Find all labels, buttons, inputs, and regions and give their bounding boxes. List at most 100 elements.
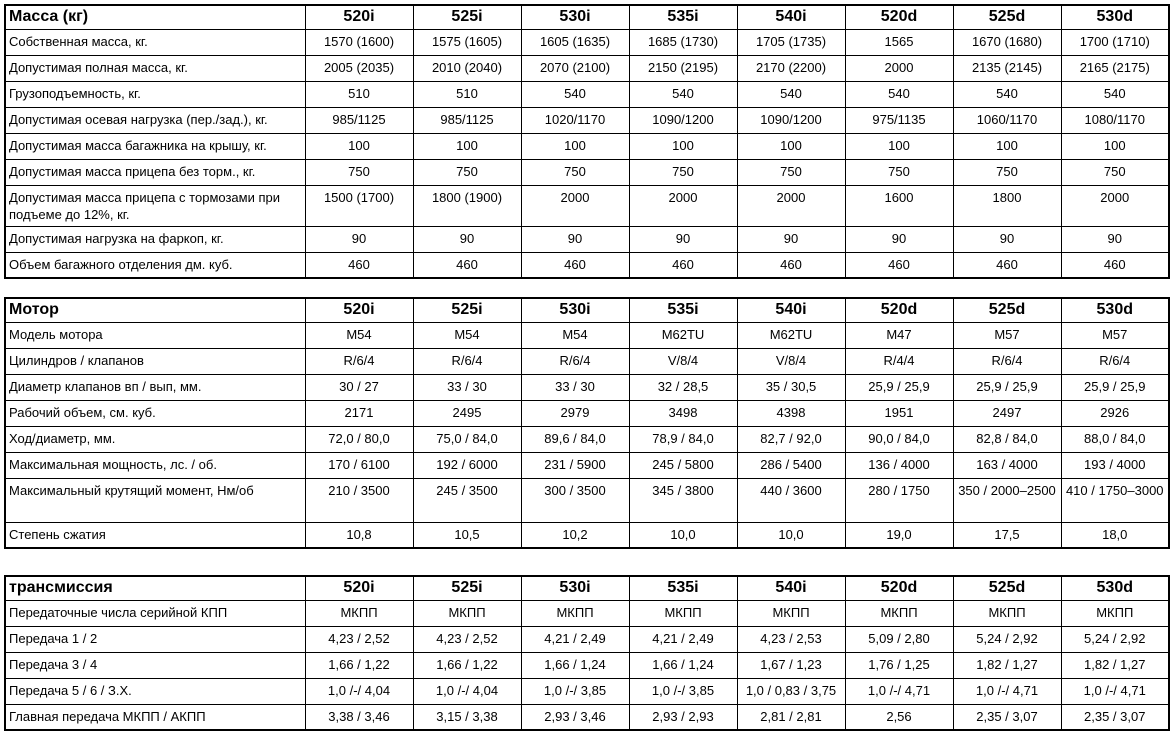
value-cell: 460 xyxy=(736,251,846,279)
value-cell: 90 xyxy=(412,225,522,253)
value-cell: 90 xyxy=(520,225,630,253)
value-cell: 280 / 1750 xyxy=(844,477,954,523)
value-cell: 2000 xyxy=(1060,184,1170,227)
value-cell: 4,23 / 2,52 xyxy=(412,625,522,653)
mass-table: Масса (кг) 520i 525i 530i 535i 540i 520d 525d 53… xyxy=(4,4,1170,279)
value-cell: 100 xyxy=(736,132,846,160)
row-label: Ход/диаметр, мм. xyxy=(4,425,306,453)
value-cell: 1,0 /-/ 3,85 xyxy=(520,677,630,705)
model-header: 525d xyxy=(952,4,1062,30)
value-cell: 10,0 xyxy=(628,521,738,549)
value-cell: 540 xyxy=(736,80,846,108)
value-cell: 2000 xyxy=(844,54,954,82)
value-cell: 2005 (2035) xyxy=(304,54,414,82)
model-header: 525i xyxy=(412,297,522,323)
value-cell: 90,0 / 84,0 xyxy=(844,425,954,453)
table-row: Передаточные числа серийной КПП МКПП МКПП М… xyxy=(4,599,1170,627)
value-cell: МКПП xyxy=(520,599,630,627)
transmission-table: трансмиссия 520i 525i 530i 535i 540i 520d 525d 5… xyxy=(4,575,1170,731)
value-cell: 1600 xyxy=(844,184,954,227)
value-cell: 1,0 / 0,83 / 3,75 xyxy=(736,677,846,705)
model-header: 520i xyxy=(304,575,414,601)
value-cell: 2,56 xyxy=(844,703,954,731)
value-cell: 540 xyxy=(1060,80,1170,108)
row-label: Передаточные числа серийной КПП xyxy=(4,599,306,627)
value-cell: 1,82 / 1,27 xyxy=(952,651,1062,679)
value-cell: 1,66 / 1,24 xyxy=(628,651,738,679)
value-cell: МКПП xyxy=(952,599,1062,627)
table-row: Допустимая полная масса, кг. 2005 (2035) 2… xyxy=(4,54,1170,82)
value-cell: 300 / 3500 xyxy=(520,477,630,523)
table-row: Диаметр клапанов вп / вып, мм. 30 / 27 33 … xyxy=(4,373,1170,401)
table-row: Рабочий объем, см. куб. 2171 2495 2979 3498 4… xyxy=(4,399,1170,427)
value-cell: 540 xyxy=(628,80,738,108)
value-cell: R/6/4 xyxy=(304,347,414,375)
value-cell: МКПП xyxy=(736,599,846,627)
table-row: Передача 5 / 6 / З.Х. 1,0 /-/ 4,04 1,0 /-/… xyxy=(4,677,1170,705)
model-header: 530d xyxy=(1060,297,1170,323)
value-cell: МКПП xyxy=(1060,599,1170,627)
value-cell: 2135 (2145) xyxy=(952,54,1062,82)
value-cell: 100 xyxy=(520,132,630,160)
model-header: 530i xyxy=(520,575,630,601)
value-cell: 4,21 / 2,49 xyxy=(520,625,630,653)
value-cell: 4398 xyxy=(736,399,846,427)
table-row: Максимальная мощность, лс. / об. 170 / 61… xyxy=(4,451,1170,479)
value-cell: 750 xyxy=(952,158,1062,186)
value-cell: 136 / 4000 xyxy=(844,451,954,479)
value-cell: 1080/1170 xyxy=(1060,106,1170,134)
value-cell: 2,93 / 3,46 xyxy=(520,703,630,731)
value-cell: 460 xyxy=(1060,251,1170,279)
value-cell: 1705 (1735) xyxy=(736,28,846,56)
table-row: Степень сжатия 10,8 10,5 10,2 10,0 10,0 19,0 17… xyxy=(4,521,1170,549)
value-cell: 1020/1170 xyxy=(520,106,630,134)
value-cell: 345 / 3800 xyxy=(628,477,738,523)
value-cell: 5,24 / 2,92 xyxy=(952,625,1062,653)
section-title: Мотор xyxy=(4,297,306,323)
value-cell: 2150 (2195) xyxy=(628,54,738,82)
value-cell: МКПП xyxy=(844,599,954,627)
value-cell: 750 xyxy=(520,158,630,186)
value-cell: M54 xyxy=(304,321,414,349)
value-cell: 2,35 / 3,07 xyxy=(1060,703,1170,731)
value-cell: 2171 xyxy=(304,399,414,427)
value-cell: 1060/1170 xyxy=(952,106,1062,134)
row-label: Передача 3 / 4 xyxy=(4,651,306,679)
row-label: Модель мотора xyxy=(4,321,306,349)
value-cell: 4,23 / 2,53 xyxy=(736,625,846,653)
table-row: Передача 1 / 2 4,23 / 2,52 4,23 / 2,52 4,21… xyxy=(4,625,1170,653)
value-cell: 3,38 / 3,46 xyxy=(304,703,414,731)
value-cell: 510 xyxy=(412,80,522,108)
value-cell: 245 / 5800 xyxy=(628,451,738,479)
model-header: 540i xyxy=(736,575,846,601)
model-header: 530d xyxy=(1060,575,1170,601)
section-title: трансмиссия xyxy=(4,575,306,601)
value-cell: 1605 (1635) xyxy=(520,28,630,56)
value-cell: 245 / 3500 xyxy=(412,477,522,523)
value-cell: 1800 xyxy=(952,184,1062,227)
value-cell: 100 xyxy=(304,132,414,160)
value-cell: R/6/4 xyxy=(1060,347,1170,375)
value-cell: 2,81 / 2,81 xyxy=(736,703,846,731)
value-cell: 1,0 /-/ 4,71 xyxy=(1060,677,1170,705)
value-cell: 1,0 /-/ 3,85 xyxy=(628,677,738,705)
value-cell: 460 xyxy=(952,251,1062,279)
model-header: 525i xyxy=(412,4,522,30)
table-row: Допустимая нагрузка на фаркоп, кг. 90 90 90… xyxy=(4,225,1170,253)
value-cell: 25,9 / 25,9 xyxy=(952,373,1062,401)
model-header: 520d xyxy=(844,575,954,601)
row-label: Допустимая масса багажника на крышу, кг. xyxy=(4,132,306,160)
value-cell: 5,24 / 2,92 xyxy=(1060,625,1170,653)
value-cell: 985/1125 xyxy=(412,106,522,134)
value-cell: 100 xyxy=(628,132,738,160)
row-label: Передача 1 / 2 xyxy=(4,625,306,653)
value-cell: 88,0 / 84,0 xyxy=(1060,425,1170,453)
value-cell: 540 xyxy=(520,80,630,108)
value-cell: R/4/4 xyxy=(844,347,954,375)
model-header: 525i xyxy=(412,575,522,601)
value-cell: 90 xyxy=(952,225,1062,253)
value-cell: 10,0 xyxy=(736,521,846,549)
header-row: Масса (кг) 520i 525i 530i 535i 540i 520d 525d 53… xyxy=(4,4,1170,30)
value-cell: 231 / 5900 xyxy=(520,451,630,479)
row-label: Допустимая осевая нагрузка (пер./зад.), … xyxy=(4,106,306,134)
